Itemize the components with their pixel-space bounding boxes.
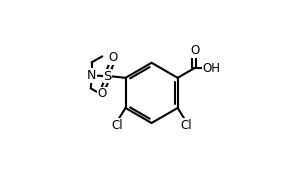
Text: Cl: Cl — [111, 119, 123, 132]
Text: O: O — [190, 44, 199, 57]
Text: Cl: Cl — [180, 119, 192, 132]
Text: OH: OH — [203, 62, 221, 75]
Text: O: O — [97, 88, 107, 100]
Text: N: N — [87, 69, 96, 82]
Text: O: O — [108, 51, 117, 64]
Text: S: S — [103, 70, 112, 83]
